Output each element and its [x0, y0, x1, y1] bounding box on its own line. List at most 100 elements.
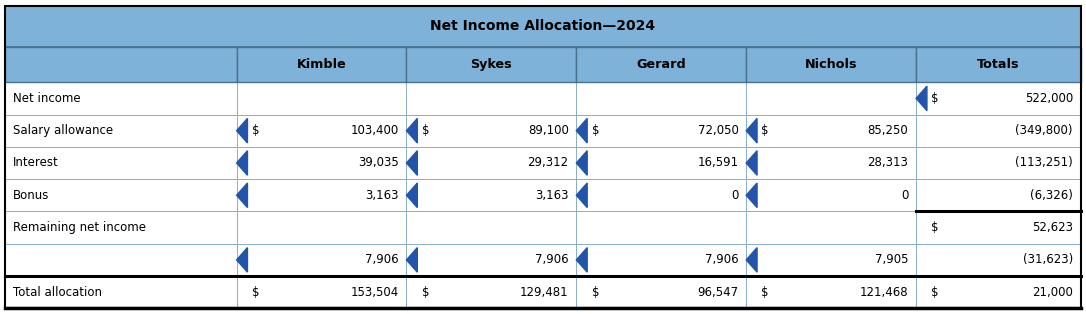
Text: 522,000: 522,000 [1025, 92, 1073, 105]
Polygon shape [406, 183, 417, 208]
Text: 0: 0 [901, 189, 909, 202]
Bar [5, 276, 237, 308]
Bar [237, 46, 406, 82]
Text: 103,400: 103,400 [351, 124, 399, 137]
Text: $: $ [932, 221, 938, 234]
Text: Interest: Interest [13, 156, 59, 170]
Bar [237, 147, 406, 179]
Polygon shape [746, 118, 757, 143]
Text: Net Income Allocation—2024: Net Income Allocation—2024 [430, 19, 656, 33]
Polygon shape [746, 151, 757, 175]
Text: 28,313: 28,313 [868, 156, 909, 170]
Polygon shape [746, 183, 757, 208]
Text: (113,251): (113,251) [1015, 156, 1073, 170]
Bar [406, 179, 577, 211]
Bar [746, 46, 917, 82]
Text: 7,906: 7,906 [535, 253, 569, 266]
Text: $: $ [761, 286, 769, 299]
Bar [237, 179, 406, 211]
Polygon shape [917, 86, 927, 111]
Text: 85,250: 85,250 [868, 124, 909, 137]
Text: Net income: Net income [13, 92, 80, 105]
Text: $: $ [932, 286, 938, 299]
Text: Nichols: Nichols [805, 58, 857, 71]
Text: 7,906: 7,906 [365, 253, 399, 266]
Bar [5, 211, 237, 244]
Text: 89,100: 89,100 [528, 124, 569, 137]
Bar [577, 46, 746, 82]
Polygon shape [406, 118, 417, 143]
Bar [577, 276, 746, 308]
Text: Salary allowance: Salary allowance [13, 124, 113, 137]
Text: $: $ [252, 124, 260, 137]
Bar [746, 82, 917, 115]
Text: Remaining net income: Remaining net income [13, 221, 146, 234]
Text: 3,163: 3,163 [535, 189, 569, 202]
Polygon shape [237, 151, 248, 175]
Polygon shape [237, 183, 248, 208]
Polygon shape [746, 248, 757, 272]
Polygon shape [406, 151, 417, 175]
Text: 16,591: 16,591 [697, 156, 738, 170]
Text: Gerard: Gerard [636, 58, 686, 71]
Bar [406, 147, 577, 179]
Polygon shape [406, 248, 417, 272]
Bar [746, 244, 917, 276]
Bar [5, 147, 237, 179]
Text: $: $ [761, 124, 769, 137]
Bar [577, 179, 746, 211]
Bar [917, 211, 1081, 244]
Text: 72,050: 72,050 [697, 124, 738, 137]
Bar [406, 115, 577, 147]
Bar [237, 211, 406, 244]
Text: 96,547: 96,547 [697, 286, 738, 299]
Bar [917, 147, 1081, 179]
Text: $: $ [592, 286, 599, 299]
Bar [917, 179, 1081, 211]
Text: 21,000: 21,000 [1032, 286, 1073, 299]
Text: (6,326): (6,326) [1031, 189, 1073, 202]
Text: $: $ [421, 124, 429, 137]
Bar [917, 46, 1081, 82]
Bar [5, 244, 237, 276]
Text: Sykes: Sykes [470, 58, 513, 71]
Bar [406, 276, 577, 308]
Bar [406, 46, 577, 82]
Bar [917, 82, 1081, 115]
Polygon shape [577, 118, 588, 143]
Text: $: $ [252, 286, 260, 299]
Polygon shape [577, 248, 588, 272]
Bar [406, 244, 577, 276]
Text: 153,504: 153,504 [351, 286, 399, 299]
Bar [5, 82, 237, 115]
Text: 7,905: 7,905 [875, 253, 909, 266]
Text: (349,800): (349,800) [1015, 124, 1073, 137]
Bar [577, 211, 746, 244]
Bar [746, 276, 917, 308]
Text: Kimble: Kimble [296, 58, 346, 71]
Text: 39,035: 39,035 [358, 156, 399, 170]
Text: 29,312: 29,312 [528, 156, 569, 170]
Bar [237, 276, 406, 308]
Bar [5, 6, 1081, 46]
Polygon shape [577, 183, 588, 208]
Bar [917, 115, 1081, 147]
Bar [746, 179, 917, 211]
Bar [746, 211, 917, 244]
Bar [237, 82, 406, 115]
Polygon shape [237, 118, 248, 143]
Bar [237, 115, 406, 147]
Text: 0: 0 [731, 189, 738, 202]
Text: 129,481: 129,481 [520, 286, 569, 299]
Text: 52,623: 52,623 [1032, 221, 1073, 234]
Bar [577, 115, 746, 147]
Bar [406, 82, 577, 115]
Text: 121,468: 121,468 [860, 286, 909, 299]
Text: 3,163: 3,163 [365, 189, 399, 202]
Bar [5, 46, 237, 82]
Bar [5, 179, 237, 211]
Polygon shape [237, 248, 248, 272]
Bar [746, 115, 917, 147]
Bar [5, 115, 237, 147]
Text: $: $ [932, 92, 938, 105]
